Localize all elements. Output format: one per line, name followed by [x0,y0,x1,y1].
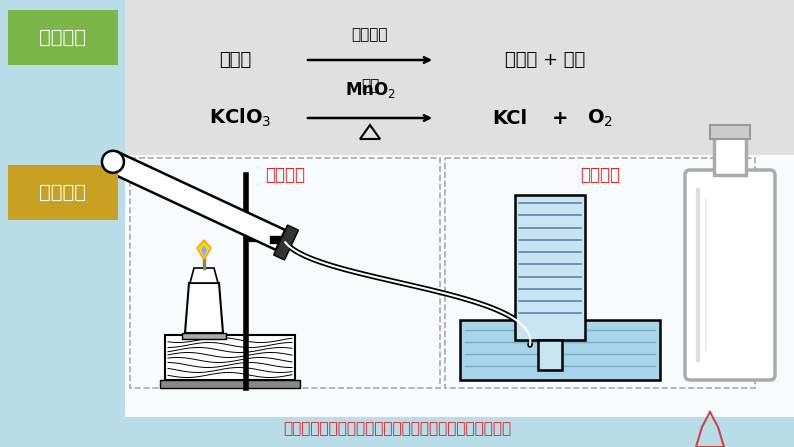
Polygon shape [201,245,207,257]
Text: 实验原理: 实验原理 [40,28,87,46]
Circle shape [102,151,124,173]
Text: MnO$_2$: MnO$_2$ [345,80,395,100]
Bar [710,125,750,139]
Text: 实验器材：试管、铁架台、酒精灯、导管、集气瓶、水槽: 实验器材：试管、铁架台、酒精灯、导管、集气瓶、水槽 [283,422,511,437]
Text: KClO$_3$: KClO$_3$ [209,107,272,129]
Bar [515,195,585,340]
Text: 二氧化锰: 二氧化锰 [352,27,388,42]
Bar [460,320,660,380]
Text: O$_2$: O$_2$ [587,107,613,129]
Text: 氯化钾 + 氧气: 氯化钾 + 氧气 [505,51,585,69]
Bar [714,137,746,175]
Text: 氯酸钾: 氯酸钾 [219,51,251,69]
Bar [182,333,226,339]
Bar [445,158,755,388]
Bar [538,340,562,370]
Text: 反应装置: 反应装置 [265,166,305,184]
Bar [160,380,300,388]
Polygon shape [274,225,299,260]
Text: 加热: 加热 [361,78,379,93]
Bar [125,155,794,417]
FancyBboxPatch shape [685,170,775,380]
Bar [8,10,118,65]
Text: KCl: KCl [492,109,527,127]
Bar [125,0,794,155]
Text: 收集装置: 收集装置 [580,166,620,184]
Polygon shape [197,240,211,260]
Bar [130,158,440,388]
Polygon shape [185,283,223,333]
Polygon shape [190,268,218,283]
Bar [165,335,295,380]
Polygon shape [108,152,285,250]
Text: 实验装置: 实验装置 [40,182,87,202]
Text: +: + [552,109,569,127]
Bar [8,165,118,220]
